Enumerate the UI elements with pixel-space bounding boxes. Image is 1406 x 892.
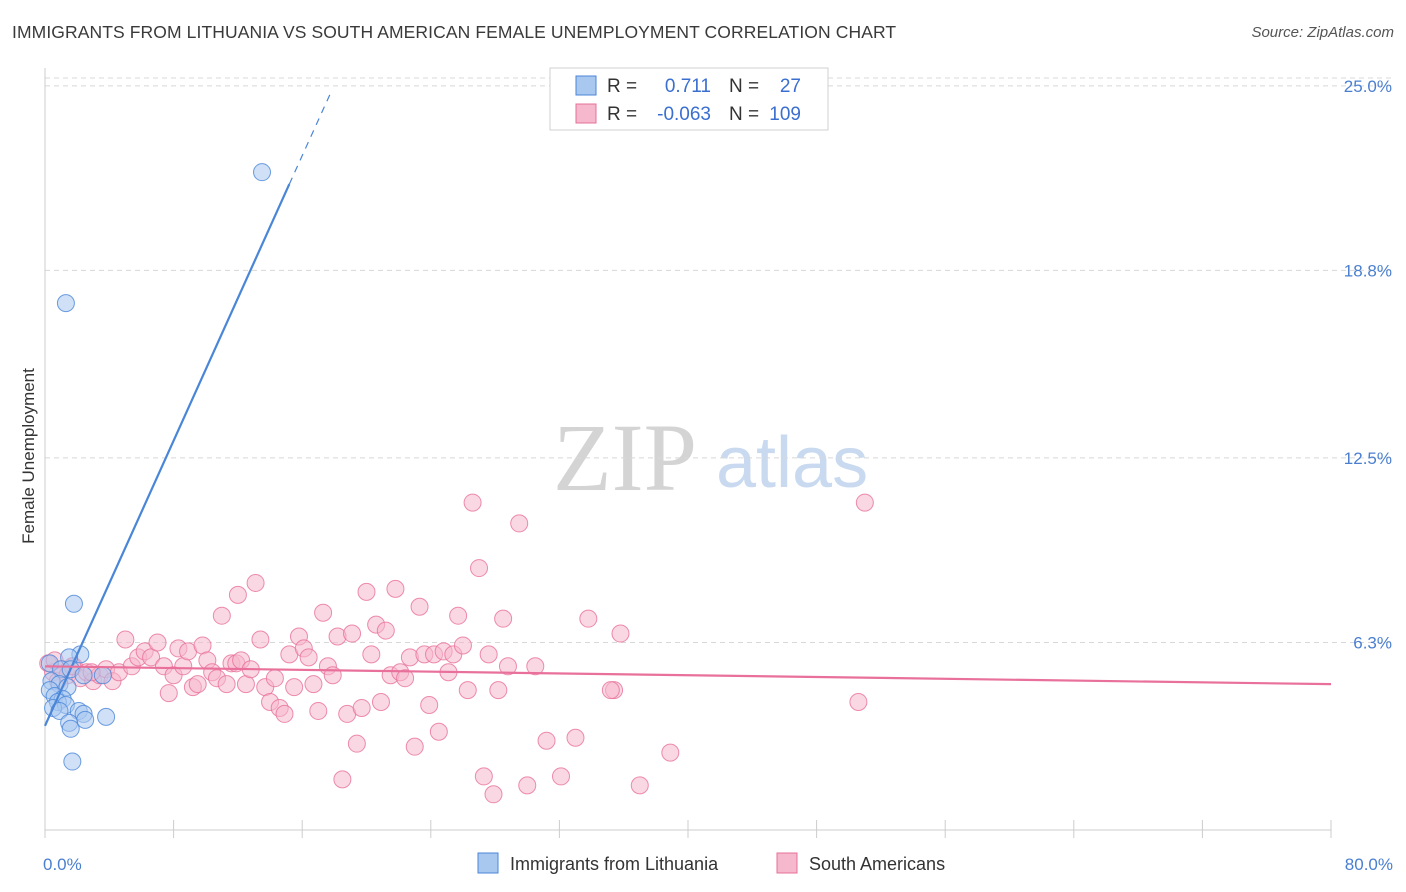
bottom-legend-label-pink: South Americans xyxy=(809,854,945,874)
point-lithuania xyxy=(253,163,272,182)
point-south-american xyxy=(400,648,419,667)
point-south-american xyxy=(314,603,333,622)
point-south-american xyxy=(449,606,468,625)
y-tick-label: 12.5% xyxy=(1344,449,1392,468)
point-south-american xyxy=(148,633,167,652)
point-south-american xyxy=(362,645,381,664)
point-south-american xyxy=(304,675,323,694)
point-south-american xyxy=(453,636,472,655)
point-south-american xyxy=(474,767,493,786)
point-south-american xyxy=(333,770,352,789)
point-lithuania xyxy=(56,294,75,313)
point-south-american xyxy=(396,669,415,688)
point-south-american xyxy=(376,621,395,640)
x-tick-label-min: 0.0% xyxy=(43,855,82,874)
x-tick-label-max: 80.0% xyxy=(1345,855,1393,874)
point-south-american xyxy=(601,681,620,700)
legend-swatch-blue xyxy=(575,75,597,96)
bottom-legend-label-blue: Immigrants from Lithuania xyxy=(510,854,719,874)
bottom-legend-swatch-blue xyxy=(477,852,499,874)
point-south-american xyxy=(494,609,513,628)
point-lithuania xyxy=(63,752,82,771)
point-south-american xyxy=(142,648,161,667)
point-south-american xyxy=(458,681,477,700)
point-south-american xyxy=(299,648,318,667)
point-south-american xyxy=(174,657,193,676)
point-south-american xyxy=(386,579,405,598)
point-south-american xyxy=(479,645,498,664)
point-south-american xyxy=(357,582,376,601)
point-south-american xyxy=(285,678,304,697)
legend-box: R = 0.711 N = 27 R = -0.063 N = 109 xyxy=(549,67,829,131)
point-south-american xyxy=(526,657,545,676)
point-south-american xyxy=(236,675,255,694)
bottom-legend-swatch-pink xyxy=(776,852,798,874)
point-south-american xyxy=(579,609,598,628)
point-south-american xyxy=(228,585,247,604)
legend-r-label-pink: R = xyxy=(607,104,637,125)
legend-n-label-blue: N = xyxy=(729,76,759,97)
trendline-lithuania xyxy=(43,183,291,727)
legend-n-blue: 27 xyxy=(780,76,801,97)
legend-n-pink: 109 xyxy=(769,104,801,125)
point-south-american xyxy=(420,695,439,714)
point-south-american xyxy=(510,514,529,533)
point-south-american xyxy=(566,728,585,747)
bottom-legend: Immigrants from Lithuania South American… xyxy=(477,852,945,874)
y-axis-label: Female Unemployment xyxy=(19,368,38,544)
point-south-american xyxy=(537,731,556,750)
legend-n-label-pink: N = xyxy=(729,104,759,125)
point-south-american xyxy=(347,734,366,753)
point-south-american xyxy=(343,624,362,643)
trendline-lithuania-extension xyxy=(288,91,332,185)
point-south-american xyxy=(498,657,517,676)
point-south-american xyxy=(611,624,630,643)
point-south-american xyxy=(352,698,371,717)
point-lithuania xyxy=(64,594,83,613)
point-south-american xyxy=(371,693,390,712)
chart-title: IMMIGRANTS FROM LITHUANIA VS SOUTH AMERI… xyxy=(12,22,897,42)
point-south-american xyxy=(849,693,868,712)
point-south-american xyxy=(193,636,212,655)
point-south-american xyxy=(159,684,178,703)
point-south-american xyxy=(484,785,503,804)
point-lithuania xyxy=(76,710,95,729)
point-south-american xyxy=(630,776,649,795)
point-south-american xyxy=(309,701,328,720)
point-south-american xyxy=(518,776,537,795)
point-lithuania xyxy=(93,666,112,685)
point-south-american xyxy=(855,493,874,512)
point-south-american xyxy=(661,743,680,762)
legend-r-pink: -0.063 xyxy=(657,104,711,125)
point-lithuania xyxy=(97,707,116,726)
point-south-american xyxy=(405,737,424,756)
point-south-american xyxy=(470,559,489,578)
point-south-american xyxy=(552,767,571,786)
point-south-american xyxy=(212,606,231,625)
point-south-american xyxy=(328,627,347,646)
point-south-american xyxy=(489,681,508,700)
y-tick-label: 25.0% xyxy=(1344,77,1392,96)
point-south-american xyxy=(246,573,265,592)
point-south-american xyxy=(217,675,236,694)
y-tick-label: 18.8% xyxy=(1344,261,1392,280)
point-south-american xyxy=(429,722,448,741)
point-south-american xyxy=(275,704,294,723)
trendline-south-american xyxy=(44,665,1332,686)
legend-r-blue: 0.711 xyxy=(665,76,711,97)
y-tick-label: 6.3% xyxy=(1353,633,1392,652)
legend-swatch-pink xyxy=(575,103,597,124)
point-lithuania xyxy=(61,719,80,738)
point-south-american xyxy=(188,675,207,694)
point-south-american xyxy=(265,669,284,688)
point-south-american xyxy=(410,597,429,616)
watermark-atlas: atlas xyxy=(716,423,868,503)
source-label: Source: ZipAtlas.com xyxy=(1251,24,1394,41)
point-south-american xyxy=(251,630,270,649)
point-south-american xyxy=(116,630,135,649)
point-south-american xyxy=(463,493,482,512)
legend-r-label-blue: R = xyxy=(607,76,637,97)
point-lithuania xyxy=(74,666,93,685)
